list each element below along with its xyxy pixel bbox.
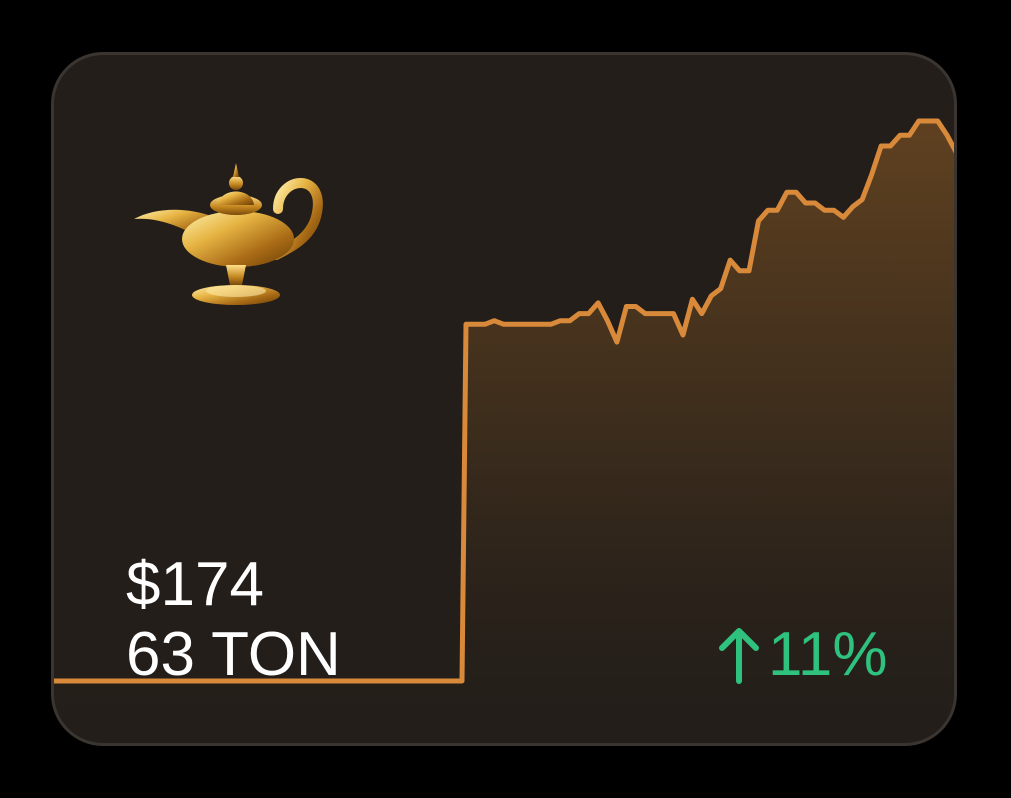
price-usd: $174 — [126, 550, 264, 619]
price-chart — [54, 118, 954, 743]
arrow-up-icon — [719, 628, 759, 684]
chart-series-line — [54, 118, 954, 684]
price-change-badge: 11% — [716, 621, 888, 689]
price-change-value: 11% — [768, 620, 888, 689]
chart-area-fill — [54, 121, 954, 743]
magic-lamp-icon — [134, 163, 323, 305]
nft-price-card[interactable]: $174 63 TON 11% — [51, 52, 957, 746]
price-ton: 63 TON — [126, 620, 341, 689]
